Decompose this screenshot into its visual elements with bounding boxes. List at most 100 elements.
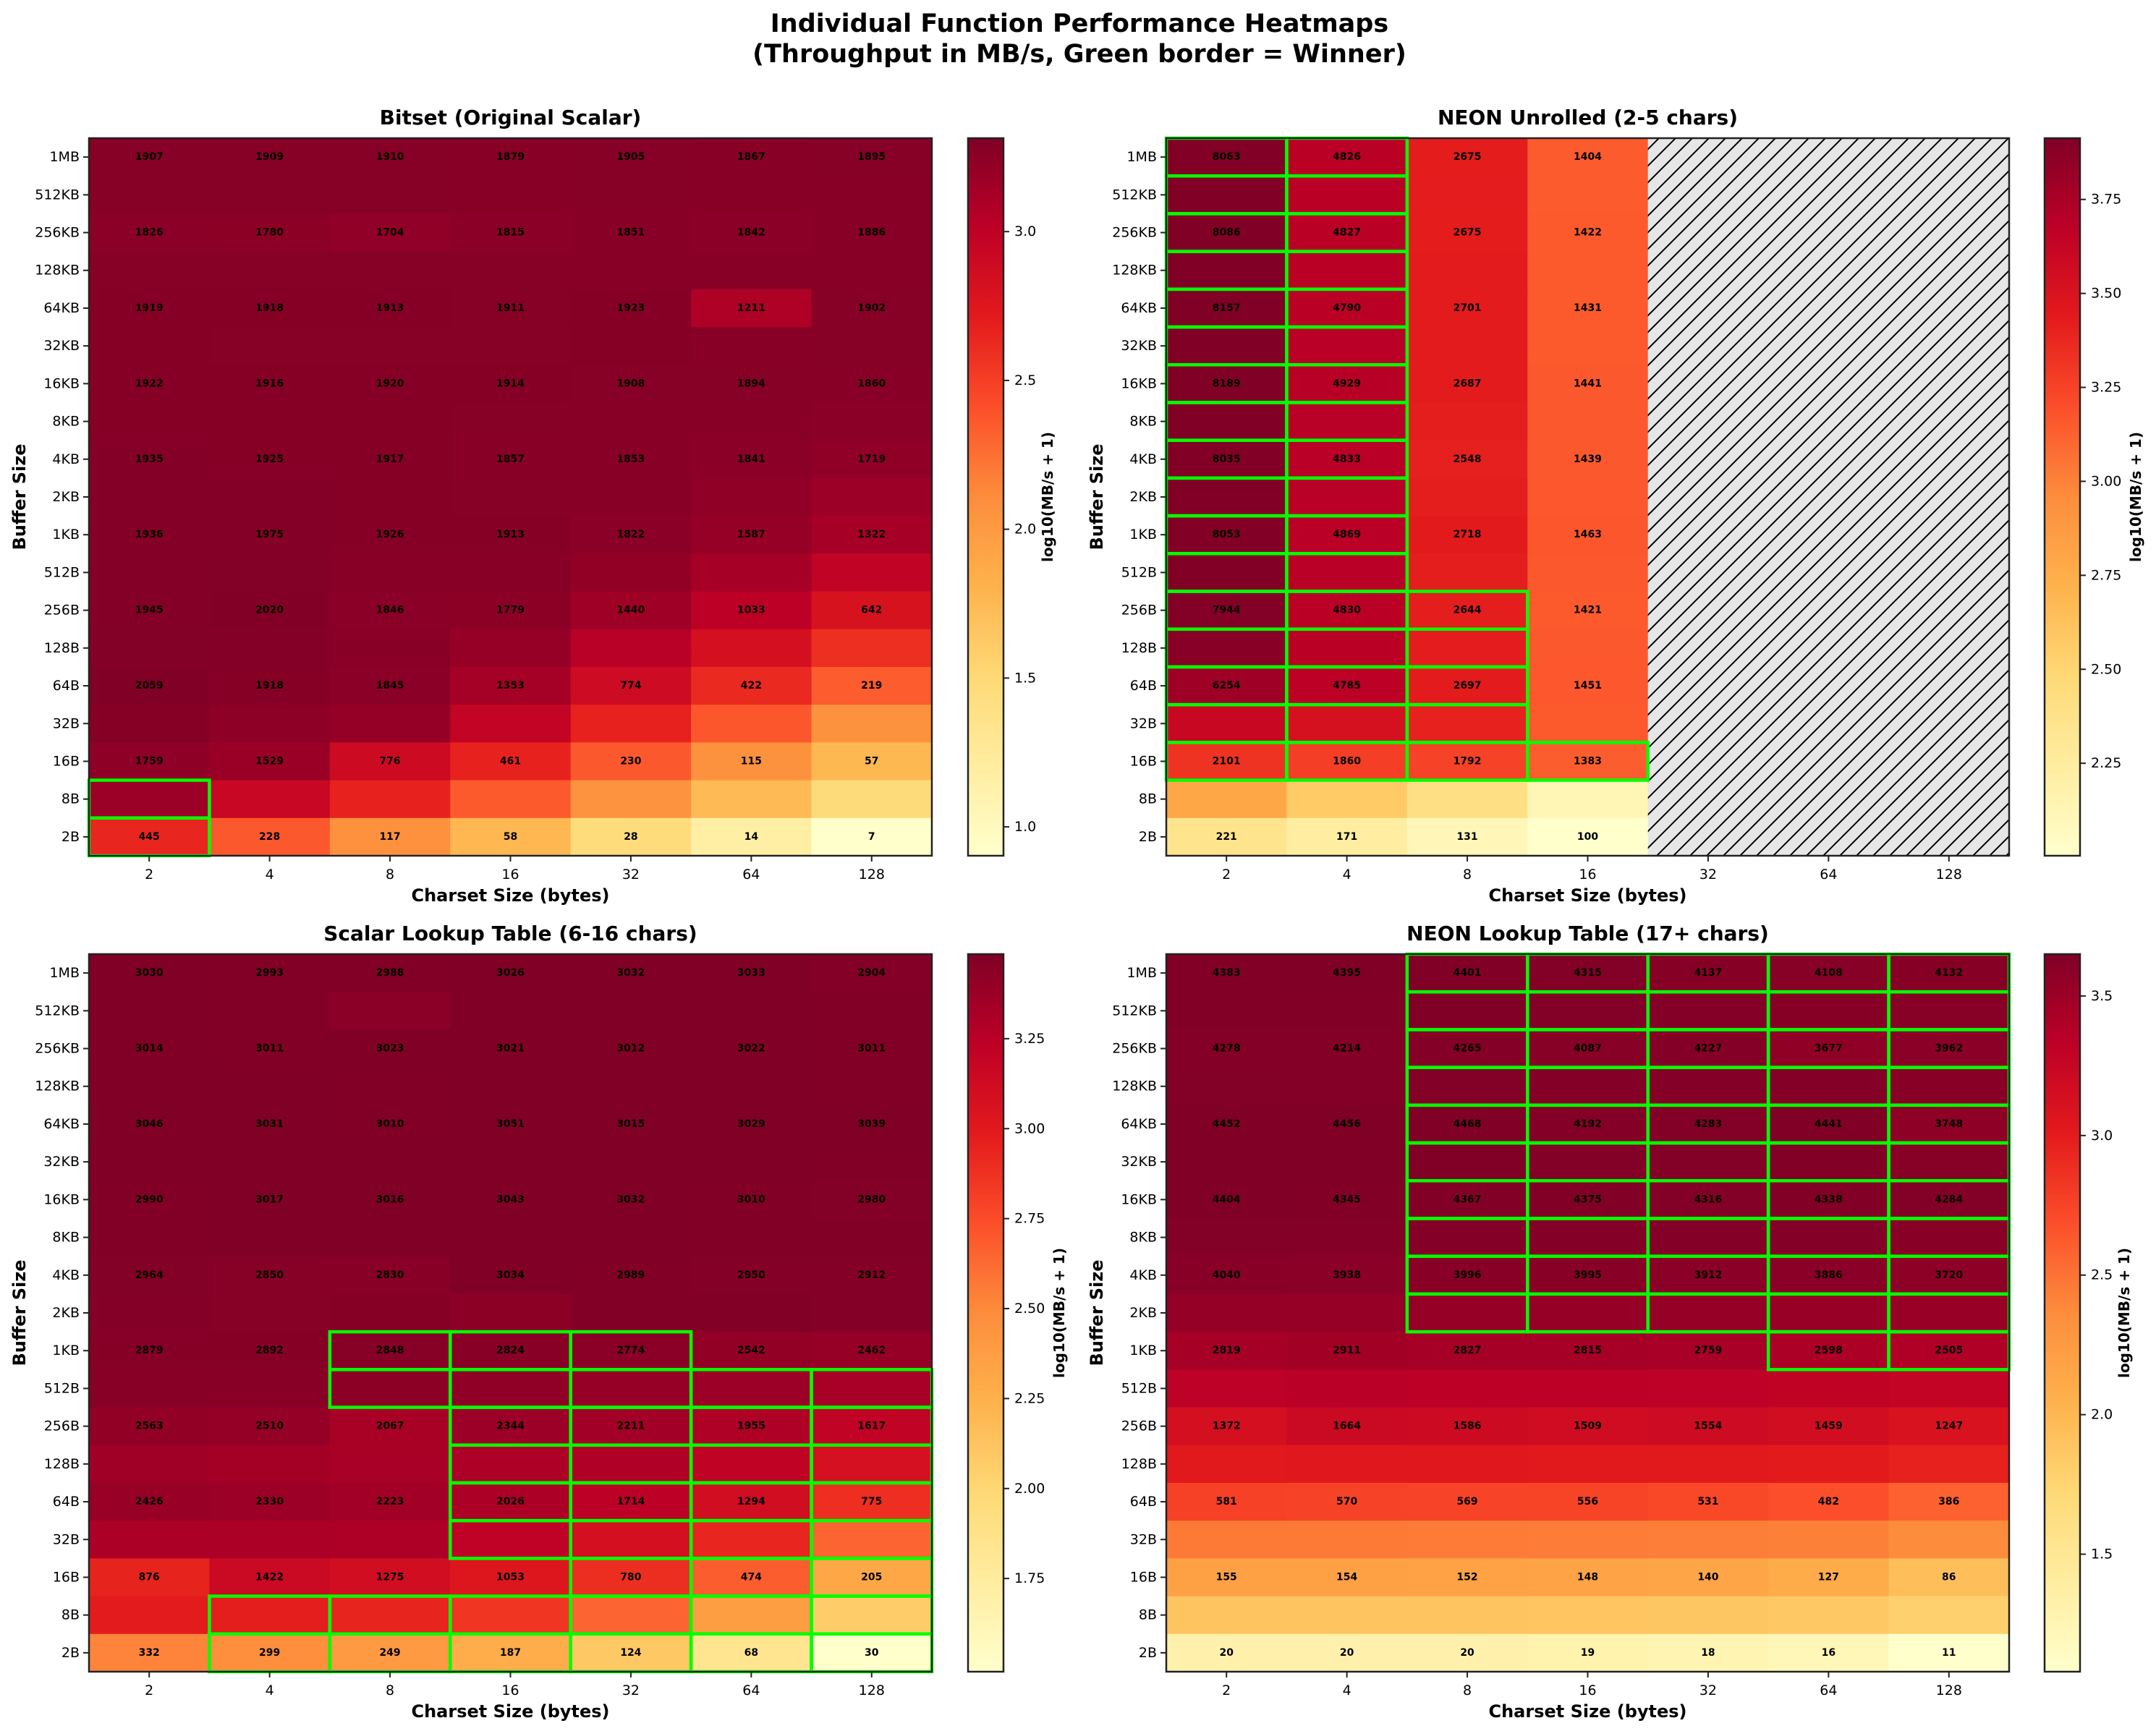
cell-value-label: 2824: [496, 1345, 525, 1356]
missing-cell-hatched: [1647, 402, 1769, 441]
cell-value-label: 1867: [737, 151, 765, 163]
cell-value-label: 4790: [1333, 302, 1361, 314]
cell-value-label: 2830: [376, 1269, 404, 1281]
heatmap-cell: [89, 1218, 211, 1257]
cell-value-label: 1509: [1574, 1421, 1602, 1432]
heatmap-cell: [1888, 1143, 2010, 1181]
heatmap-cell: [1527, 1558, 1649, 1597]
heatmap-cell: [811, 251, 933, 290]
cell-value-label: 1815: [496, 227, 525, 239]
heatmap-cell: [691, 289, 812, 328]
missing-cell-hatched: [1888, 780, 2010, 819]
heatmap-cell: [89, 440, 211, 479]
cell-value-label: 1911: [496, 302, 525, 314]
cell-value-label: 2644: [1453, 605, 1482, 616]
cell-value-label: 1759: [135, 755, 164, 767]
y-axis: 1MB 512KB 256KB 128KB 64KB 32KB 16KB 8KB 4KB 2KB 1…: [9, 149, 89, 845]
cell-value-label: 2848: [376, 1345, 404, 1356]
x-tick-label: 4: [266, 867, 274, 882]
cell-value-label: 332: [139, 1647, 160, 1659]
heatmap-cell: [450, 1256, 572, 1295]
x-tick-label: 4: [1343, 1683, 1351, 1698]
heatmap-cell: [570, 629, 692, 668]
missing-cell-hatched: [1647, 629, 1769, 668]
heatmap-cell: [570, 138, 692, 176]
cell-value-label: 1908: [616, 378, 645, 389]
heatmap-cell: [1768, 1067, 1890, 1106]
x-tick-label: 32: [1699, 1683, 1717, 1698]
heatmap-cell: [1527, 176, 1649, 215]
cell-value-label: 3996: [1453, 1269, 1482, 1281]
colorbar-tick-label: 3.25: [1014, 1031, 1045, 1047]
heatmap-cell: [89, 1293, 211, 1332]
heatmap-cell: [811, 1332, 933, 1370]
heatmap-cell: [1406, 138, 1528, 176]
heatmap-cell: [691, 1332, 812, 1370]
cell-value-label: 58: [504, 831, 517, 843]
heatmap-cell: [811, 954, 933, 992]
cell-value-label: 4827: [1333, 227, 1361, 239]
missing-cell-hatched: [1888, 553, 2010, 592]
y-tick-label: 32KB: [43, 1154, 80, 1170]
cell-value-label: 6254: [1213, 680, 1241, 692]
x-tick-label: 8: [1463, 1683, 1472, 1698]
heatmap-panel-bitset-original-scalar: Bitset (Original Scalar) 1907 1909 1910 1879…: [9, 106, 1056, 906]
heatmap-cell: [89, 1521, 211, 1559]
cell-value-label: 1792: [1453, 755, 1482, 767]
cell-value-label: 2563: [135, 1421, 164, 1432]
cell-value-label: 131: [1456, 831, 1477, 843]
y-tick-label: 4KB: [52, 1267, 80, 1283]
cell-value-label: 7944: [1213, 605, 1241, 616]
heatmap-cell: [450, 440, 572, 479]
heatmap-cell: [1647, 954, 1769, 992]
cell-value-label: 4468: [1453, 1118, 1482, 1130]
cell-value-label: 1714: [616, 1496, 645, 1507]
heatmap-cell: [209, 591, 331, 630]
y-axis-label: Buffer Size: [1087, 443, 1107, 550]
heatmap-cell: [1166, 1067, 1288, 1106]
x-tick-label: 64: [1820, 1683, 1837, 1698]
heatmap-cell: [450, 327, 572, 365]
cell-value-label: 2950: [737, 1269, 765, 1281]
heatmap-cell: [1406, 1332, 1528, 1370]
heatmap-cell: [691, 553, 812, 592]
cell-value-label: 1779: [496, 605, 525, 616]
heatmap-cell: [1768, 1407, 1890, 1446]
heatmap-cell: [1286, 817, 1408, 856]
heatmap-cell: [450, 1029, 572, 1068]
y-tick-label: 4KB: [52, 451, 80, 467]
heatmap-cell: [1768, 1596, 1890, 1635]
heatmap-cell: [570, 817, 692, 856]
heatmap-cells: [1166, 954, 2010, 1672]
y-tick-label: 8B: [1139, 791, 1157, 807]
cell-value-label: 422: [741, 680, 762, 692]
heatmap-cell: [1527, 516, 1649, 554]
cell-value-label: 2330: [255, 1496, 284, 1507]
colorbar: 2.25 2.50 2.75 3.00 3.25 3.50 3.75 log10(MB/s +…: [2043, 137, 2144, 857]
heatmap-cell: [89, 1181, 211, 1220]
heatmap-cell: [1527, 365, 1649, 404]
heatmap-cell: [89, 780, 211, 819]
heatmap-cell: [450, 780, 572, 819]
missing-cell-hatched: [1888, 591, 2010, 630]
heatmap-cell: [1286, 1558, 1408, 1597]
heatmap-cell: [1286, 516, 1408, 554]
heatmap-cell: [1286, 365, 1408, 404]
heatmap-cell: [1888, 1105, 2010, 1144]
heatmap-cell: [1166, 176, 1288, 215]
cell-value-label: 1440: [616, 605, 645, 616]
heatmap-cell: [89, 176, 211, 215]
cell-value-label: 2426: [135, 1496, 164, 1507]
heatmap-cell: [1166, 1445, 1288, 1484]
heatmap-cell: [1406, 251, 1528, 290]
heatmap-cell: [1166, 553, 1288, 592]
heatmap-cell: [1527, 1407, 1649, 1446]
cell-value-label: 187: [500, 1647, 521, 1659]
cell-value-label: 3030: [135, 967, 164, 979]
cell-value-label: 1913: [496, 529, 525, 540]
cell-value-label: 1719: [857, 454, 886, 465]
cell-value-label: 1422: [1574, 227, 1602, 239]
cell-value-label: 4401: [1453, 967, 1482, 979]
heatmap-cell: [209, 1029, 331, 1068]
heatmap-cell: [209, 1596, 331, 1635]
